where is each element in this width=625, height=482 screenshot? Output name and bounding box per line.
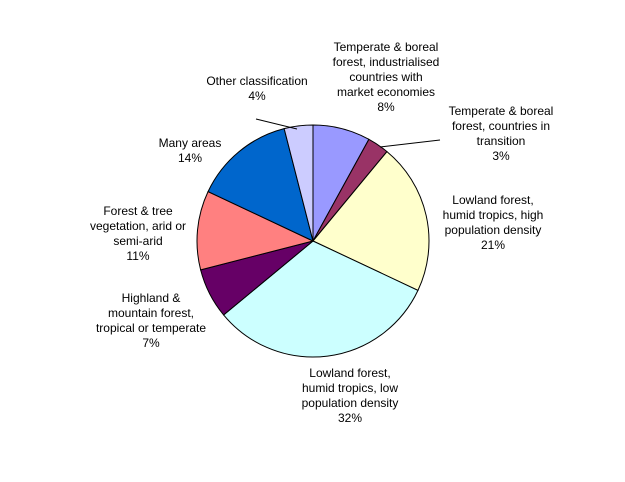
slice-label-line: forest, industrialised <box>333 55 440 69</box>
slice-label-line: Temperate & boreal <box>449 104 554 118</box>
slice-label-7: Other classification 4% <box>206 74 307 103</box>
slice-label-line: mountain forest, <box>108 306 194 320</box>
slice-label-line: Temperate & boreal <box>334 40 439 54</box>
slice-label-0: Temperate & boreal forest, industrialised… <box>333 40 440 114</box>
pie-slice-5 <box>196 190 315 271</box>
slice-label-line: Lowland forest, <box>309 366 390 380</box>
slice-label-2: Lowland forest, humid tropics, high popula… <box>443 193 544 252</box>
slice-label-line: Lowland forest, <box>452 193 533 207</box>
leader-line-1 <box>379 139 441 148</box>
slice-label-line: transition <box>477 134 526 148</box>
slice-value-label: 21% <box>481 238 505 252</box>
slice-label-5: Forest & tree vegetation, arid or semi-ari… <box>90 204 186 263</box>
slice-label-line: Forest & tree <box>103 204 173 218</box>
slice-label-line: Highland & <box>122 291 181 305</box>
slice-label-line: forest, countries in <box>452 119 550 133</box>
slice-value-label: 14% <box>178 151 202 165</box>
pie-slices <box>196 124 430 358</box>
slice-value-label: 32% <box>338 411 362 425</box>
slice-value-label: 7% <box>142 336 160 350</box>
slice-label-line: countries with <box>349 70 422 84</box>
slice-labels: Temperate & boreal forest, industrialised… <box>90 40 553 425</box>
slice-label-line: humid tropics, high <box>443 208 544 222</box>
slice-label-line: tropical or temperate <box>96 321 206 335</box>
slice-label-1: Temperate & boreal forest, countries in tr… <box>449 104 554 163</box>
slice-label-line: population density <box>302 396 399 410</box>
slice-label-3: Lowland forest, humid tropics, low populat… <box>302 366 399 425</box>
slice-value-label: 3% <box>492 149 510 163</box>
slice-label-4: Highland & mountain forest, tropical or te… <box>96 291 206 350</box>
leader-line-7 <box>255 118 298 130</box>
pie-slice-3 <box>222 240 419 358</box>
slice-value-label: 11% <box>126 249 149 263</box>
slice-value-label: 4% <box>248 89 266 103</box>
pie-slice-7 <box>283 124 314 242</box>
slice-label-line: humid tropics, low <box>302 381 398 395</box>
pie-slice-2 <box>312 150 430 292</box>
leader-lines <box>255 118 441 148</box>
slice-label-line: semi-arid <box>113 234 162 248</box>
slice-label-line: market economies <box>337 85 435 99</box>
slice-label-line: vegetation, arid or <box>90 219 186 233</box>
slice-label-6: Many areas 14% <box>159 136 222 165</box>
slice-label-line: Other classification <box>206 74 307 88</box>
pie-slice-6 <box>207 128 314 242</box>
slice-label-line: population density <box>445 223 542 237</box>
slice-label-line: Many areas <box>159 136 222 150</box>
slice-value-label: 8% <box>377 100 395 114</box>
